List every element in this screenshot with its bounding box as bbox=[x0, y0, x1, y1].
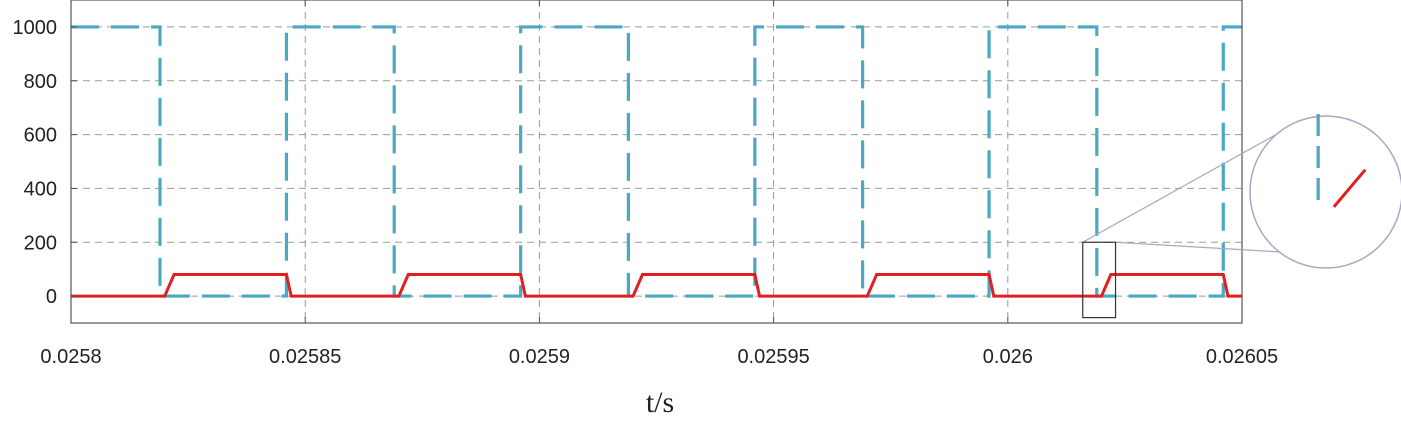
x-tick-label: 0.0259 bbox=[509, 346, 570, 368]
data-series bbox=[71, 25, 1242, 298]
x-tick-label: 0.026 bbox=[983, 346, 1033, 368]
inset-connector-line bbox=[1082, 133, 1278, 243]
y-tick-label: 600 bbox=[24, 125, 57, 147]
y-tick-label: 1000 bbox=[13, 17, 58, 39]
y-tick-label: 400 bbox=[24, 178, 57, 200]
x-tick-label: 0.02585 bbox=[269, 346, 341, 368]
plot-frame bbox=[70, 0, 1243, 324]
inset-traces bbox=[1316, 114, 1367, 208]
y-tick-label: 200 bbox=[24, 232, 57, 254]
series-line-2 bbox=[71, 273, 1242, 298]
x-tick-label: 0.0258 bbox=[40, 346, 101, 368]
series-line-1 bbox=[71, 25, 1242, 298]
x-axis-label: t/s bbox=[646, 386, 674, 419]
inset-circle bbox=[1249, 115, 1401, 269]
x-tick-label: 0.02605 bbox=[1206, 346, 1278, 368]
y-tick-label: 800 bbox=[24, 71, 57, 93]
axis-ticks: 0 200 400 600 800 1000 0.0258 0.02585 0.0259 0.02… bbox=[13, 0, 1278, 368]
x-tick-label: 0.02595 bbox=[737, 346, 809, 368]
inset-series-line-2 bbox=[1332, 168, 1367, 208]
y-tick-label: 0 bbox=[46, 286, 57, 308]
zoom-region-box bbox=[1082, 241, 1117, 319]
zoom-inset bbox=[1082, 114, 1401, 319]
